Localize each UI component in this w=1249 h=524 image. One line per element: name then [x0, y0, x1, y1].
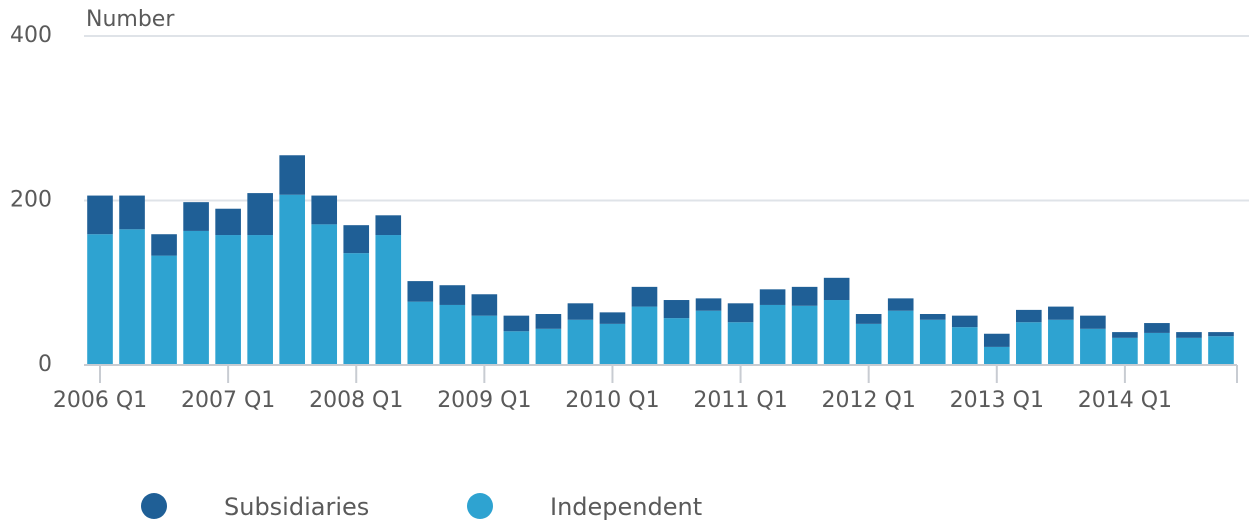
x-tick-label: 2010 Q1 — [565, 388, 659, 413]
x-tick-label: 2007 Q1 — [181, 388, 275, 413]
bar — [375, 235, 402, 365]
bar — [1048, 319, 1074, 365]
x-tick-label: 2008 Q1 — [309, 388, 403, 413]
bar — [151, 234, 177, 256]
bar — [791, 286, 818, 306]
bar — [311, 195, 338, 225]
bar — [663, 300, 690, 319]
y-tick-label: 200 — [10, 188, 52, 213]
bar — [119, 229, 145, 365]
bar — [471, 315, 498, 365]
y-tick-label: 400 — [10, 23, 52, 48]
bar — [823, 300, 850, 365]
bar — [503, 331, 530, 365]
y-axis-label: Number — [86, 7, 175, 32]
bar — [599, 323, 626, 365]
bar — [567, 319, 594, 365]
legend-swatch — [141, 493, 167, 519]
bar — [855, 314, 882, 324]
bar — [919, 319, 946, 365]
bar — [279, 155, 305, 195]
bar — [919, 314, 946, 320]
bar — [119, 195, 145, 230]
bar — [439, 304, 466, 365]
bar — [855, 323, 882, 365]
bar — [247, 235, 273, 365]
bar — [759, 304, 786, 365]
legend-label: Independent — [550, 493, 702, 521]
bar — [695, 298, 722, 311]
bar — [983, 333, 1010, 347]
bar — [951, 315, 978, 328]
bar — [183, 230, 209, 365]
y-tick-label: 0 — [38, 352, 52, 377]
bar — [311, 224, 338, 365]
bar — [1016, 309, 1042, 323]
bar — [407, 301, 434, 365]
x-tick-label: 2014 Q1 — [1078, 388, 1172, 413]
bar — [727, 303, 754, 323]
bar — [215, 208, 241, 236]
bar — [279, 194, 305, 365]
bar — [663, 318, 690, 365]
bar — [1080, 328, 1106, 365]
bar — [183, 202, 209, 231]
bar — [695, 310, 722, 365]
bar — [1112, 337, 1138, 365]
bar — [983, 346, 1010, 365]
bar — [727, 322, 754, 365]
bar — [599, 312, 626, 324]
legend-label: Subsidiaries — [224, 493, 369, 521]
x-tick-label: 2006 Q1 — [53, 388, 147, 413]
bar — [1144, 323, 1170, 333]
bar — [951, 327, 978, 365]
bar — [1144, 332, 1170, 365]
bar — [471, 294, 498, 316]
bar — [1112, 332, 1138, 338]
bar — [87, 234, 113, 365]
bar — [759, 289, 786, 305]
bar — [151, 255, 177, 365]
bar — [87, 195, 113, 235]
bar — [407, 281, 434, 302]
x-tick-label: 2012 Q1 — [822, 388, 916, 413]
bar — [1016, 322, 1042, 365]
bar — [535, 328, 562, 365]
bar — [375, 215, 402, 236]
bar — [343, 253, 370, 365]
bar — [1048, 306, 1074, 320]
legend-swatch — [467, 493, 493, 519]
bar — [631, 286, 658, 307]
bar — [1080, 315, 1106, 329]
x-tick-label: 2013 Q1 — [950, 388, 1044, 413]
bar — [887, 310, 914, 365]
bar — [215, 235, 241, 365]
bar — [631, 306, 658, 365]
bar — [1176, 332, 1202, 338]
bar — [1176, 337, 1202, 365]
bar — [1208, 332, 1234, 337]
x-tick-label: 2009 Q1 — [437, 388, 531, 413]
bar — [503, 315, 530, 332]
bar — [535, 314, 562, 329]
bar — [823, 277, 850, 301]
x-tick-label: 2011 Q1 — [693, 388, 787, 413]
bar — [887, 298, 914, 311]
bar — [439, 285, 466, 305]
bar — [567, 303, 594, 320]
bar — [343, 225, 370, 254]
bar — [247, 193, 273, 236]
bar — [1208, 336, 1234, 365]
bar — [791, 305, 818, 365]
